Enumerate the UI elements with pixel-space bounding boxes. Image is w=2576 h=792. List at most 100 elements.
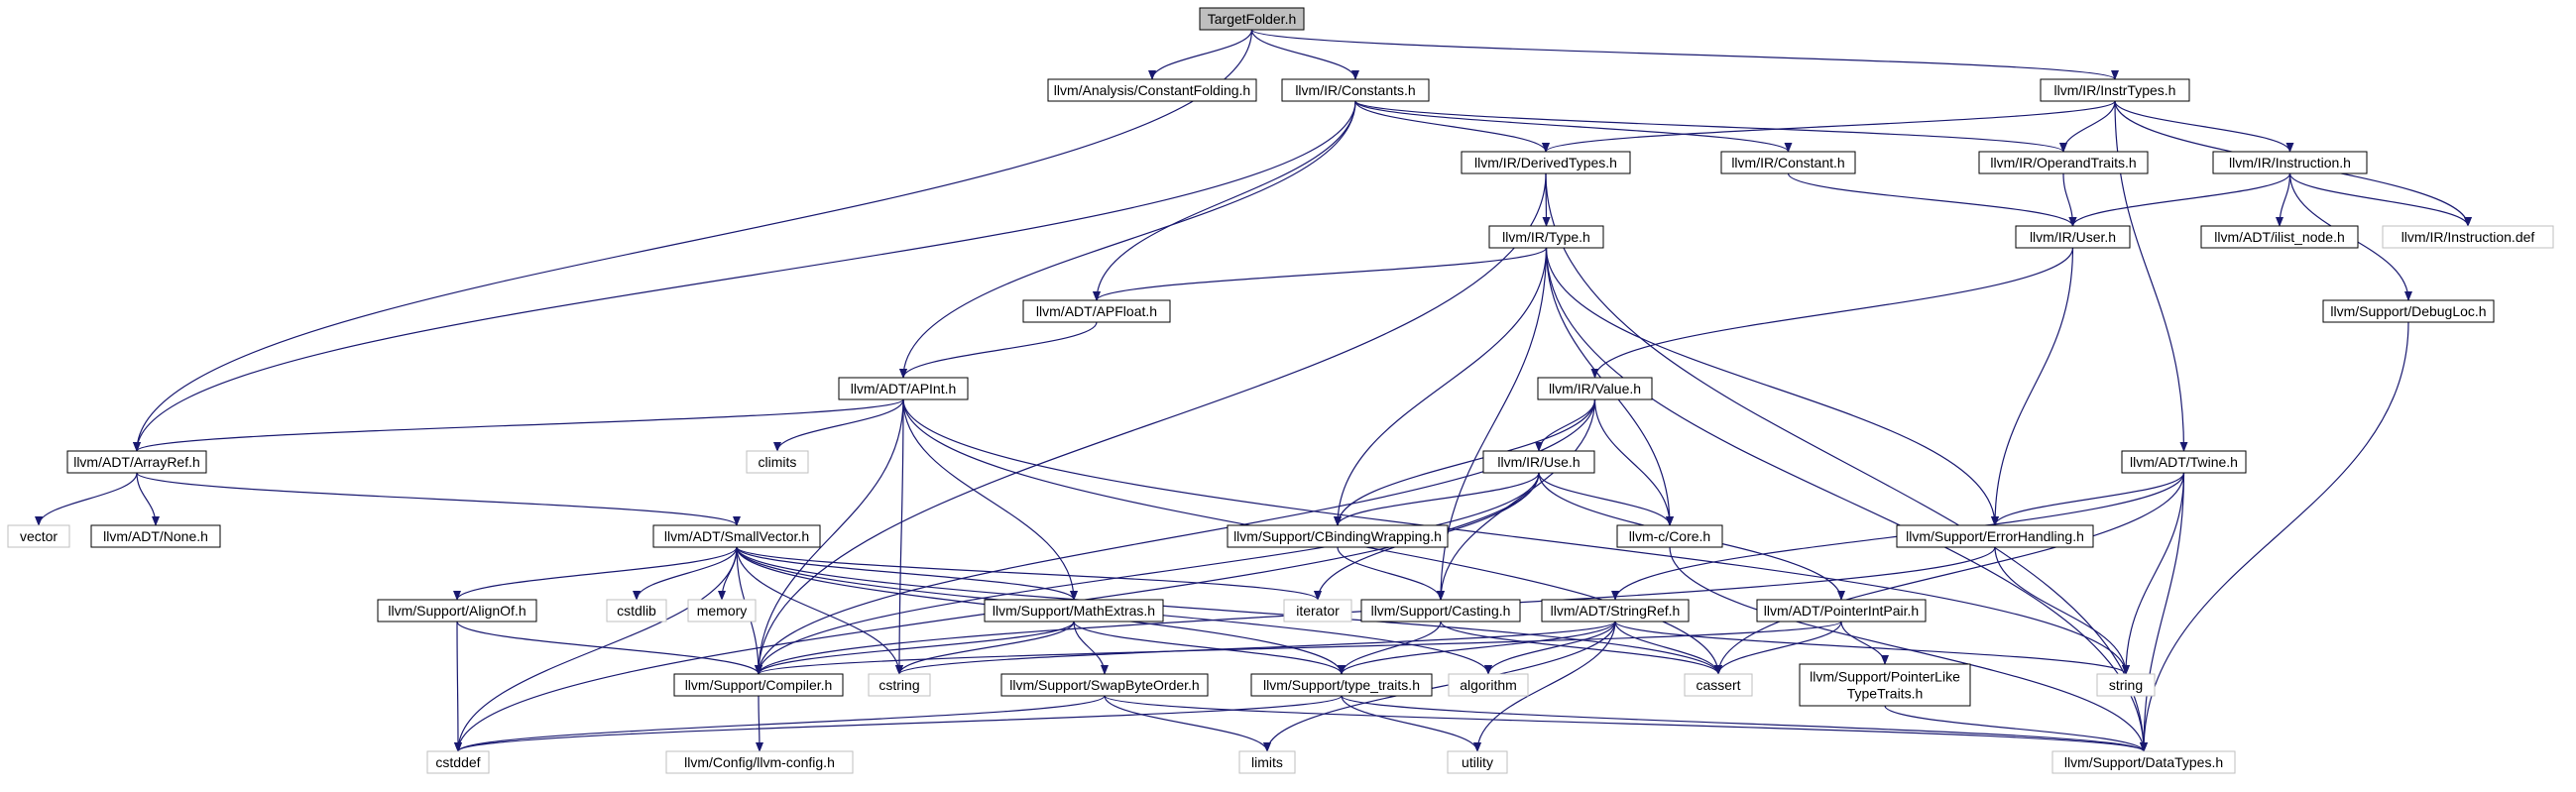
node-llvm-ir-derivedtypes-h[interactable]: llvm/IR/DerivedTypes.h bbox=[1461, 151, 1631, 174]
node-llvm-c-core-h[interactable]: llvm-c/Core.h bbox=[1616, 524, 1723, 548]
node-llvm-support-alignof-h[interactable]: llvm/Support/AlignOf.h bbox=[377, 599, 537, 622]
node-llvm-adt-arrayref-h[interactable]: llvm/ADT/ArrayRef.h bbox=[66, 450, 207, 474]
node-llvm-ir-operandtraits-h[interactable]: llvm/IR/OperandTraits.h bbox=[1978, 151, 2149, 174]
edge-llvm-ir-type-h-to-llvm-support-datatypes-h bbox=[1545, 247, 2148, 752]
edge-llvm-adt-twine-h-to-cassert bbox=[1714, 472, 2185, 675]
node-box bbox=[1199, 7, 1305, 31]
node-label: llvm/Support/type_traits.h bbox=[1263, 677, 1420, 693]
node-llvm-ir-instrtypes-h[interactable]: llvm/IR/InstrTypes.h bbox=[2040, 78, 2190, 102]
edge-llvm-adt-arrayref-h-to-vector bbox=[35, 472, 138, 526]
edge-llvm-adt-stringref-h-to-cassert bbox=[1614, 621, 1722, 675]
node-box bbox=[2040, 78, 2190, 102]
node-box bbox=[746, 450, 809, 474]
node-llvm-adt-none-h[interactable]: llvm/ADT/None.h bbox=[90, 524, 221, 548]
node-targetfolder-h[interactable]: TargetFolder.h bbox=[1199, 7, 1305, 31]
node-box bbox=[2096, 673, 2156, 697]
edge-llvm-adt-apint-h-to-llvm-adt-arrayref-h bbox=[133, 398, 904, 452]
node-label: llvm/Support/Compiler.h bbox=[685, 677, 833, 693]
node-cstdlib: cstdlib bbox=[606, 599, 667, 622]
node-label: llvm/ADT/ilist_node.h bbox=[2214, 229, 2345, 245]
node-label: llvm/IR/Instruction.h bbox=[2229, 155, 2351, 170]
node-llvm-adt-twine-h[interactable]: llvm/ADT/Twine.h bbox=[2121, 450, 2247, 474]
node-box bbox=[868, 673, 931, 697]
edge-llvm-adt-stringref-h-to-cstring bbox=[895, 621, 1616, 675]
node-box bbox=[673, 673, 844, 697]
node-label: llvm/ADT/APFloat.h bbox=[1036, 303, 1157, 319]
node-label: utility bbox=[1462, 754, 1493, 770]
edge-llvm-ir-use-h-to-llvm-support-cbindingwrapping-h bbox=[1334, 472, 1540, 526]
edge-llvm-adt-pointerintpair-h-to-cassert bbox=[1714, 621, 1842, 675]
edge-llvm-support-cbindingwrapping-h-to-llvm-support-casting-h bbox=[1337, 546, 1445, 601]
edge-llvm-ir-constants-h-to-llvm-ir-constant-h bbox=[1354, 100, 1793, 153]
node-llvm-support-cbindingwrapping-h[interactable]: llvm/Support/CBindingWrapping.h bbox=[1227, 524, 1449, 548]
node-llvm-support-type-traits-h[interactable]: llvm/Support/type_traits.h bbox=[1250, 673, 1433, 697]
node-llvm-support-debugloc-h[interactable]: llvm/Support/DebugLoc.h bbox=[2322, 299, 2495, 323]
node-llvm-support-pointerliketypetraits-h[interactable]: llvm/Support/PointerLike TypeTraits.h bbox=[1799, 663, 1971, 707]
node-llvm-ir-constant-h[interactable]: llvm/IR/Constant.h bbox=[1720, 151, 1856, 174]
edge-llvm-adt-apint-h-to-cstring bbox=[895, 398, 904, 675]
node-box bbox=[377, 599, 537, 622]
edge-llvm-adt-stringref-h-to-llvm-support-type-traits-h bbox=[1338, 621, 1616, 675]
edge-llvm-ir-value-h-to-llvm-c-core-h bbox=[1593, 398, 1674, 526]
edge-llvm-ir-instruction-h-to-llvm-adt-ilist-node-h bbox=[2276, 172, 2291, 227]
node-label: TargetFolder.h bbox=[1208, 11, 1297, 27]
node-box bbox=[66, 450, 207, 474]
node-box bbox=[1684, 673, 1753, 697]
edge-llvm-adt-smallvector-h-to-llvm-support-alignof-h bbox=[453, 546, 738, 601]
node-label: llvm/Support/DebugLoc.h bbox=[2330, 303, 2486, 319]
node-box bbox=[1799, 663, 1971, 707]
node-llvm-adt-stringref-h[interactable]: llvm/ADT/StringRef.h bbox=[1541, 599, 1690, 622]
node-memory: memory bbox=[687, 599, 757, 622]
node-llvm-ir-constants-h[interactable]: llvm/IR/Constants.h bbox=[1281, 78, 1430, 102]
node-box bbox=[1488, 225, 1604, 249]
node-box bbox=[1756, 599, 1927, 622]
edge-llvm-adt-stringref-h-to-string bbox=[1614, 621, 2130, 675]
edge-llvm-adt-stringref-h-to-algorithm bbox=[1484, 621, 1616, 675]
node-box bbox=[1360, 599, 1521, 622]
node-llvm-support-errorhandling-h[interactable]: llvm/Support/ErrorHandling.h bbox=[1896, 524, 2094, 548]
node-label: llvm/Support/PointerLike TypeTraits.h bbox=[1810, 669, 1960, 702]
node-llvm-adt-apfloat-h[interactable]: llvm/ADT/APFloat.h bbox=[1022, 299, 1171, 323]
node-llvm-adt-smallvector-h[interactable]: llvm/ADT/SmallVector.h bbox=[652, 524, 821, 548]
node-llvm-ir-user-h[interactable]: llvm/IR/User.h bbox=[2015, 225, 2131, 249]
node-llvm-support-compiler-h[interactable]: llvm/Support/Compiler.h bbox=[673, 673, 844, 697]
node-llvm-adt-pointerintpair-h[interactable]: llvm/ADT/PointerIntPair.h bbox=[1756, 599, 1927, 622]
edge-llvm-support-mathextras-h-to-llvm-support-swapbyteorder-h bbox=[1073, 621, 1109, 675]
node-llvm-support-swapbyteorder-h[interactable]: llvm/Support/SwapByteOrder.h bbox=[1000, 673, 1209, 697]
node-box bbox=[1447, 750, 1508, 774]
node-cstddef: cstddef bbox=[426, 750, 490, 774]
edge-llvm-support-swapbyteorder-h-to-llvm-support-datatypes-h bbox=[1104, 695, 2148, 752]
edge-llvm-ir-constants-h-to-llvm-adt-arrayref-h bbox=[133, 100, 1356, 452]
node-label: llvm/Support/AlignOf.h bbox=[388, 603, 526, 619]
node-cstring: cstring bbox=[868, 673, 931, 697]
edge-llvm-ir-value-h-to-llvm-support-casting-h bbox=[1437, 398, 1596, 601]
node-llvm-ir-type-h[interactable]: llvm/IR/Type.h bbox=[1488, 225, 1604, 249]
edge-llvm-adt-twine-h-to-llvm-support-datatypes-h bbox=[2140, 472, 2185, 752]
node-label: llvm/ADT/Twine.h bbox=[2130, 454, 2238, 470]
node-llvm-adt-apint-h[interactable]: llvm/ADT/APInt.h bbox=[838, 377, 969, 400]
node-llvm-ir-instruction-h[interactable]: llvm/IR/Instruction.h bbox=[2212, 151, 2368, 174]
node-llvm-ir-use-h[interactable]: llvm/IR/Use.h bbox=[1482, 450, 1595, 474]
node-label: memory bbox=[697, 603, 748, 619]
node-box bbox=[2322, 299, 2495, 323]
node-label: cstdlib bbox=[617, 603, 656, 619]
edge-llvm-support-swapbyteorder-h-to-cstddef bbox=[454, 695, 1106, 752]
node-llvm-adt-ilist-node-h[interactable]: llvm/ADT/ilist_node.h bbox=[2200, 225, 2359, 249]
edge-llvm-support-type-traits-h-to-utility bbox=[1341, 695, 1481, 752]
node-label: cstddef bbox=[435, 754, 480, 770]
edge-llvm-ir-user-h-to-llvm-ir-value-h bbox=[1590, 247, 2074, 379]
edge-llvm-support-mathextras-h-to-llvm-support-type-traits-h bbox=[1073, 621, 1346, 675]
node-llvm-ir-value-h[interactable]: llvm/IR/Value.h bbox=[1537, 377, 1653, 400]
edge-llvm-adt-apint-h-to-string bbox=[902, 398, 2130, 675]
node-label: llvm/Support/ErrorHandling.h bbox=[1906, 528, 2084, 544]
node-llvm-support-mathextras-h[interactable]: llvm/Support/MathExtras.h bbox=[984, 599, 1164, 622]
node-vector: vector bbox=[7, 524, 70, 548]
node-llvm-support-casting-h[interactable]: llvm/Support/Casting.h bbox=[1360, 599, 1521, 622]
node-box bbox=[2212, 151, 2368, 174]
node-box bbox=[1000, 673, 1209, 697]
edge-llvm-ir-value-h-to-llvm-ir-use-h bbox=[1535, 398, 1596, 452]
node-box bbox=[90, 524, 221, 548]
node-llvm-analysis-constantfolding-h[interactable]: llvm/Analysis/ConstantFolding.h bbox=[1047, 78, 1257, 102]
node-llvm-ir-instruction-def: llvm/IR/Instruction.def bbox=[2382, 225, 2554, 249]
